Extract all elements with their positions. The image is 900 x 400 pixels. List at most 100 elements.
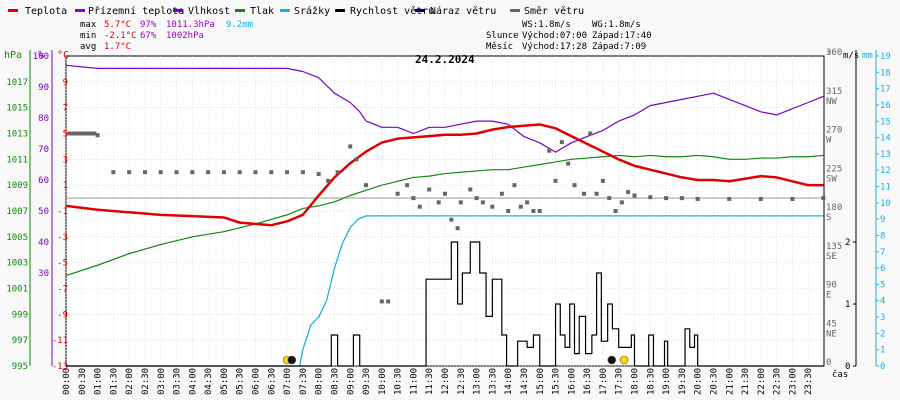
tick-mm: 2 [880, 329, 885, 339]
wind-dir-point [253, 170, 258, 175]
axis-ticks: 9959979991001100310051007100910111013101… [6, 48, 891, 372]
wind-dir-point [531, 209, 536, 213]
moonrise-marker [607, 355, 617, 365]
tick-pct: 40 [38, 238, 49, 248]
wind-dir-point [679, 196, 684, 201]
x-tick-label: 03:30 [173, 368, 183, 395]
legend-srazky: Srážky [280, 5, 330, 17]
sunset-marker [619, 355, 629, 365]
tick-ms: 1 [845, 300, 850, 310]
legend-vlhkost: Vlhkost [173, 6, 230, 17]
axis-title-pct: % [38, 50, 44, 61]
wind-dir-point [572, 183, 577, 188]
wind-dir-point [89, 131, 94, 136]
x-tick-label: 12:00 [441, 368, 451, 395]
x-tick-label: 07:30 [299, 368, 309, 395]
info-wg: WG:1.8m/s [592, 20, 641, 30]
wind-dir-point [364, 183, 369, 188]
wind-dir-point [111, 170, 116, 175]
info-block: WS:1.8m/s WG:1.8m/s Slunce Východ:07:00 … [486, 20, 652, 52]
tick-pct: 50 [38, 207, 49, 217]
wind-dir-point [613, 209, 618, 213]
x-tick-label: 21:00 [725, 368, 735, 395]
legend-naraz: Náraz větru [415, 5, 496, 17]
tick-ms: 0 [845, 362, 850, 372]
x-tick-label: 20:30 [709, 368, 719, 395]
tick-dir-name: SE [826, 252, 837, 262]
stat-avg-label: avg [80, 42, 96, 52]
x-tick-label: 10:00 [378, 368, 388, 395]
tick-temp: 3 [63, 155, 68, 165]
tick-pct: 90 [38, 83, 49, 93]
legend-smer: Směr větru [510, 5, 584, 17]
stat-max-rain: 9.2mm [226, 20, 253, 30]
tick-mm: 19 [880, 52, 891, 62]
tick-dir: 0 [826, 358, 831, 368]
x-tick-label: 18:00 [631, 368, 641, 395]
tick-mm: 13 [880, 150, 891, 160]
tick-hpa: 1013 [6, 130, 28, 140]
wind-dir-point [518, 204, 523, 209]
wind-dir-point [566, 161, 571, 166]
tick-dir: 180 [826, 203, 842, 213]
tick-hpa: 1007 [6, 207, 28, 217]
tick-mm: 0 [880, 362, 885, 372]
axis-title-deg: ° [826, 50, 832, 61]
wind-dir-point [82, 131, 87, 136]
wind-dir-point [588, 131, 593, 136]
wind-dir-point [790, 196, 795, 201]
tick-dir-name: W [826, 136, 832, 146]
wind-dir-point [206, 170, 211, 175]
wind-dir-point [480, 200, 485, 205]
info-slunce: Slunce [486, 31, 519, 41]
x-tick-label: 07:00 [283, 368, 293, 395]
tick-mm: 7 [880, 248, 885, 258]
wind-dir-point [443, 191, 447, 196]
wind-dir-point [269, 170, 274, 175]
legend-naraz-swatch [415, 9, 425, 12]
x-tick-label: 09:30 [362, 368, 372, 395]
tick-dir: 270 [826, 126, 842, 136]
wind-dir-point [581, 191, 586, 196]
wind-dir-point [490, 204, 495, 209]
tick-mm: 11 [880, 183, 891, 193]
legend-vlhkost-swatch [173, 9, 183, 12]
wind-dir-point [142, 170, 147, 175]
tick-dir: 135 [826, 242, 842, 252]
x-tick-label: 12:30 [457, 368, 467, 395]
wind-dir-point [553, 178, 558, 183]
tick-temp: -1 [57, 207, 68, 217]
rain-line [66, 215, 824, 367]
wind-dir-point [158, 170, 163, 175]
x-tick-label: 23:00 [788, 368, 798, 395]
tick-temp: 1 [63, 181, 68, 191]
wind-dir-point [474, 196, 479, 201]
legend-rychlost-label: Rychlost větru [350, 5, 434, 17]
stat-min-press: 1002hPa [166, 31, 204, 41]
stat-max-temp: 5.7°C [104, 20, 131, 30]
x-tick-label: 11:00 [409, 368, 419, 395]
x-tick-label: 22:30 [773, 368, 783, 395]
tick-dir-name: E [826, 291, 831, 301]
info-mesic-zapad: Západ:7:09 [592, 42, 646, 52]
tick-ms: 2 [845, 238, 850, 248]
wind-dir-point [174, 170, 179, 175]
wind-dir-point [411, 196, 416, 201]
tick-pct: 30 [38, 269, 49, 279]
wind-dir-point [449, 217, 454, 222]
legend-tlak-label: Tlak [250, 6, 274, 17]
wind-dir-point [436, 200, 441, 205]
wind-dir-point [417, 204, 422, 209]
x-tick-label: 22:00 [757, 368, 767, 395]
x-tick-label: 13:30 [488, 368, 498, 395]
legend-tlak-swatch [235, 9, 245, 12]
wind-dir-point [326, 178, 331, 183]
tick-mm: 9 [880, 215, 885, 225]
stat-min-temp: -2.1°C [104, 31, 137, 41]
x-tick-label: 16:30 [583, 368, 593, 395]
x-tick-label: 17:30 [615, 368, 625, 395]
wind-dir-point [354, 157, 359, 162]
tick-dir-name: NE [826, 329, 837, 339]
tick-hpa: 1009 [6, 181, 28, 191]
